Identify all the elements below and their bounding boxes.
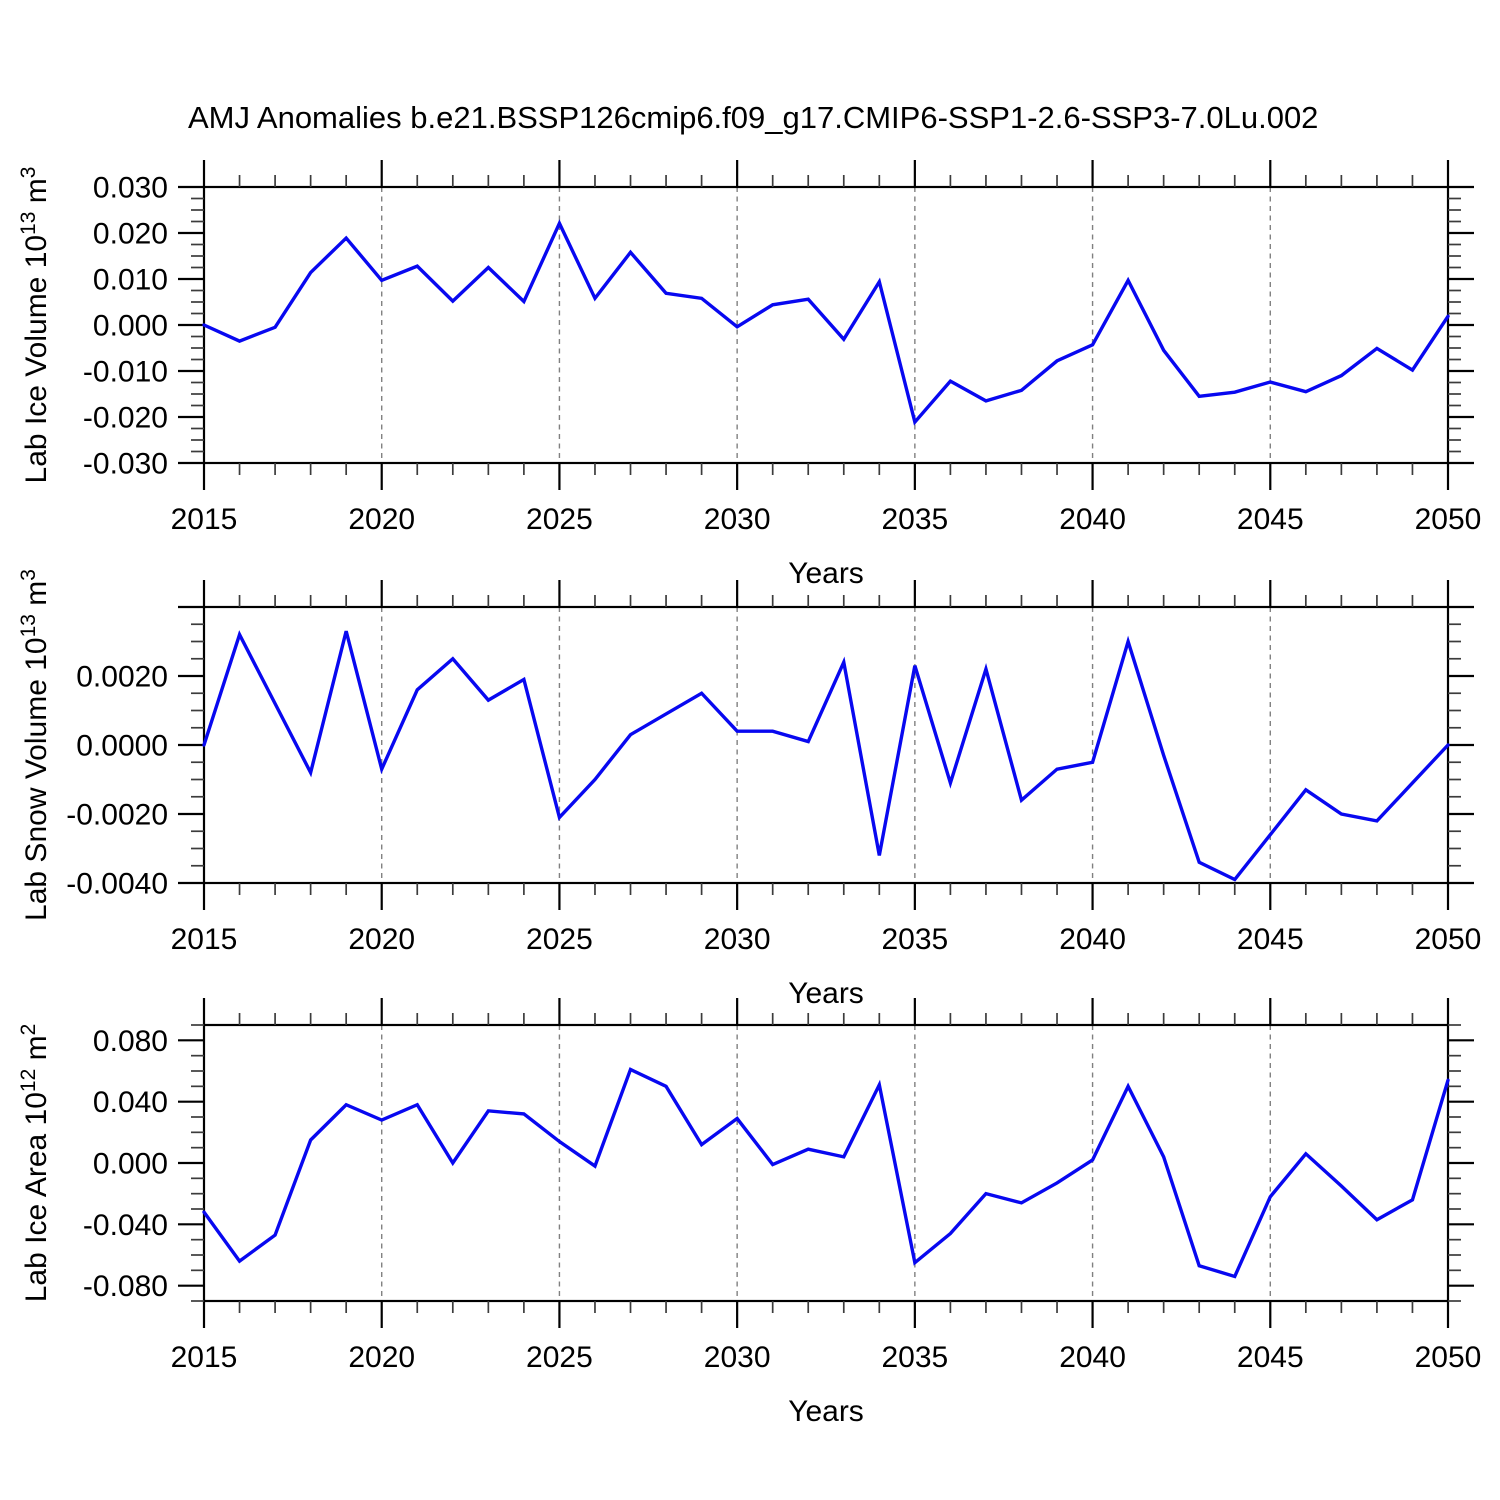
x-tick-labels: 2015 2020 2025 2030 2035 2040 2045 2050 — [171, 923, 1482, 956]
x-tick-labels: 2015 2020 2025 2030 2035 2040 2045 2050 — [171, 503, 1482, 536]
svg-text:2025: 2025 — [526, 503, 593, 536]
y-ticks — [178, 605, 1474, 885]
svg-text:2015: 2015 — [171, 923, 238, 956]
y-tick-labels: 0.0020 0.0000 -0.0020 -0.0040 — [66, 661, 168, 901]
year-gridlines — [381, 1025, 1271, 1301]
year-gridlines — [381, 187, 1271, 463]
svg-text:0.020: 0.020 — [93, 218, 168, 251]
svg-text:2040: 2040 — [1059, 923, 1126, 956]
svg-text:2015: 2015 — [171, 503, 238, 536]
y-axis-title: Lab Ice Volume 1013 m3 — [17, 167, 53, 484]
lab-snow-volume-line — [202, 630, 1450, 882]
svg-text:2030: 2030 — [704, 503, 771, 536]
svg-text:2035: 2035 — [881, 1341, 948, 1374]
svg-text:2030: 2030 — [704, 1341, 771, 1374]
svg-text:2020: 2020 — [348, 923, 415, 956]
svg-text:2050: 2050 — [1415, 923, 1482, 956]
svg-text:2030: 2030 — [704, 923, 771, 956]
svg-text:-0.0020: -0.0020 — [66, 799, 168, 832]
x-axis-title: Years — [788, 1395, 864, 1428]
y-axis-title: Lab Ice Area 1012 m2 — [17, 1024, 53, 1303]
svg-text:2025: 2025 — [526, 923, 593, 956]
lab-ice-volume-chart: 0.0300.0200.0100.000-0.010-0.020-0.03020… — [17, 160, 1481, 590]
y-ticks — [178, 1024, 1474, 1302]
plot-frame — [202, 185, 1450, 465]
svg-text:0.000: 0.000 — [93, 1148, 168, 1181]
svg-text:0.080: 0.080 — [93, 1025, 168, 1058]
lab-ice-area-line — [202, 1067, 1450, 1279]
x-tick-labels: 2015 2020 2025 2030 2035 2040 2045 2050 — [171, 1341, 1482, 1374]
svg-text:0.0000: 0.0000 — [76, 730, 168, 763]
svg-text:2015: 2015 — [171, 1341, 238, 1374]
y-tick-labels: 0.080 0.040 0.000 -0.040 -0.080 — [83, 1025, 168, 1303]
svg-text:0.000: 0.000 — [93, 310, 168, 343]
svg-text:2020: 2020 — [348, 1341, 415, 1374]
svg-text:2025: 2025 — [526, 1341, 593, 1374]
svg-text:-0.0040: -0.0040 — [66, 868, 168, 901]
y-tick-labels: 0.030 0.020 0.010 0.000 -0.010 -0.020 -0.030 — [83, 172, 168, 481]
plot-frame — [202, 1023, 1450, 1303]
figure-title: AMJ Anomalies b.e21.BSSP126cmip6.f09_g17… — [188, 100, 1319, 135]
svg-text:2045: 2045 — [1237, 923, 1304, 956]
x-ticks — [202, 998, 1450, 1328]
svg-text:-0.040: -0.040 — [83, 1209, 168, 1242]
svg-text:-0.080: -0.080 — [83, 1270, 168, 1303]
svg-text:2020: 2020 — [348, 503, 415, 536]
x-ticks — [202, 160, 1450, 490]
x-ticks — [202, 580, 1450, 910]
svg-text:-0.010: -0.010 — [83, 356, 168, 389]
svg-text:2035: 2035 — [881, 923, 948, 956]
year-gridlines — [381, 607, 1271, 883]
lab-ice-volume-line — [202, 219, 1450, 426]
svg-text:-0.020: -0.020 — [83, 402, 168, 435]
y-ticks — [178, 185, 1474, 465]
svg-text:2045: 2045 — [1237, 1341, 1304, 1374]
plot-frame — [202, 605, 1450, 885]
svg-text:2035: 2035 — [881, 503, 948, 536]
y-axis-title: Lab Snow Volume 1013 m3 — [17, 569, 53, 921]
svg-text:0.0020: 0.0020 — [76, 661, 168, 694]
svg-text:2050: 2050 — [1415, 1341, 1482, 1374]
svg-text:0.030: 0.030 — [93, 172, 168, 205]
svg-text:0.040: 0.040 — [93, 1086, 168, 1119]
svg-text:2045: 2045 — [1237, 503, 1304, 536]
x-axis-title: Years — [788, 557, 864, 590]
svg-text:2050: 2050 — [1415, 503, 1482, 536]
svg-text:2040: 2040 — [1059, 1341, 1126, 1374]
svg-text:2040: 2040 — [1059, 503, 1126, 536]
x-axis-title: Years — [788, 977, 864, 1010]
svg-text:-0.030: -0.030 — [83, 448, 168, 481]
svg-text:0.010: 0.010 — [93, 264, 168, 297]
